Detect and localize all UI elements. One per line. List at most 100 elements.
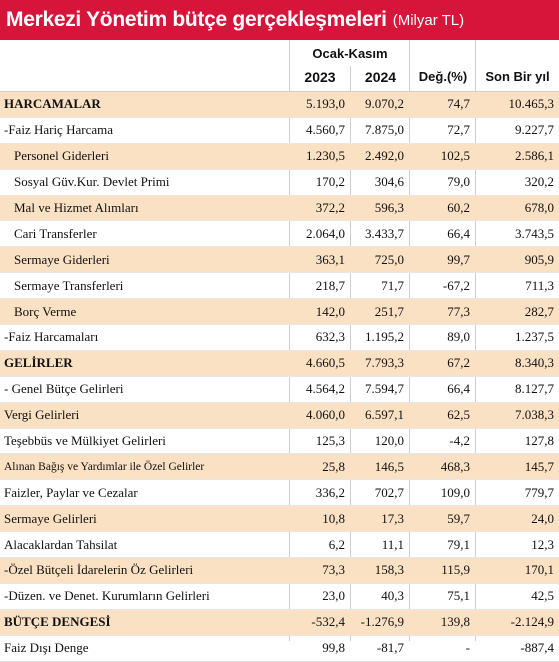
value-2023: 142,0 bbox=[290, 298, 350, 326]
budget-table: HARCAMALAR 5.193,0 9.070,2 74,7 10.465,3 -Fai… bbox=[0, 92, 559, 662]
value-2023: 10,8 bbox=[290, 505, 350, 533]
table-row: Alınan Bağış ve Yardımlar ile Özel Gelir… bbox=[0, 453, 559, 481]
row-label: -Faiz Harcamaları bbox=[0, 324, 290, 351]
value-2023: 23,0 bbox=[290, 583, 350, 610]
row-label: Sermaye Gelirleri bbox=[0, 505, 290, 533]
value-change: 75,1 bbox=[409, 583, 475, 610]
value-2023: 4.660,5 bbox=[290, 350, 350, 377]
value-change: 139,8 bbox=[409, 609, 475, 636]
value-last-year: 170,1 bbox=[475, 557, 559, 584]
row-label: Sermaye Giderleri bbox=[0, 246, 290, 274]
value-2024: 1.195,2 bbox=[350, 324, 409, 351]
table-row: HARCAMALAR 5.193,0 9.070,2 74,7 10.465,3 bbox=[0, 92, 559, 118]
value-2024: 7.594,7 bbox=[350, 376, 409, 403]
table-row: -Özel Bütçeli İdarelerin Öz Gelirleri 73,… bbox=[0, 557, 559, 584]
table-row: -Faiz Harcamaları 632,3 1.195,2 89,0 1.237,5 bbox=[0, 324, 559, 351]
value-last-year: 678,0 bbox=[475, 195, 559, 222]
value-2023: 4.060,0 bbox=[290, 402, 350, 429]
table-row: Borç Verme 142,0 251,7 77,3 282,7 bbox=[0, 298, 559, 326]
row-label: -Özel Bütçeli İdarelerin Öz Gelirleri bbox=[0, 557, 290, 584]
value-change: 62,5 bbox=[409, 402, 475, 429]
header-divider bbox=[0, 91, 559, 92]
value-2024: 146,5 bbox=[350, 453, 409, 481]
value-2024: -81,7 bbox=[350, 635, 409, 662]
value-2023: 632,3 bbox=[290, 324, 350, 351]
value-change: 74,7 bbox=[409, 92, 475, 118]
value-last-year: 8.340,3 bbox=[475, 350, 559, 377]
value-last-year: 145,7 bbox=[475, 453, 559, 481]
row-label: Faizler, Paylar ve Cezalar bbox=[0, 479, 290, 507]
value-2024: 304,6 bbox=[350, 169, 409, 196]
value-2024: 17,3 bbox=[350, 505, 409, 533]
row-label: Alacaklardan Tahsilat bbox=[0, 531, 290, 559]
table-row: -Faiz Hariç Harcama 4.560,7 7.875,0 72,7 9.2… bbox=[0, 117, 559, 144]
budget-table-body: HARCAMALAR 5.193,0 9.070,2 74,7 10.465,3 -Fai… bbox=[0, 92, 559, 662]
value-2024: 7.875,0 bbox=[350, 117, 409, 144]
row-label: BÜTÇE DENGESİ bbox=[0, 609, 290, 636]
value-2023: 4.564,2 bbox=[290, 376, 350, 403]
row-label: Teşebbüs ve Mülkiyet Gelirleri bbox=[0, 428, 290, 455]
row-label: GELİRLER bbox=[0, 350, 290, 377]
value-last-year: 905,9 bbox=[475, 246, 559, 274]
row-label: Personel Giderleri bbox=[0, 143, 290, 170]
value-2023: 363,1 bbox=[290, 246, 350, 274]
row-label: Mal ve Hizmet Alımları bbox=[0, 195, 290, 222]
value-change: -67,2 bbox=[409, 272, 475, 300]
value-last-year: 3.743,5 bbox=[475, 220, 559, 248]
value-change: 59,7 bbox=[409, 505, 475, 533]
value-last-year: 127,8 bbox=[475, 428, 559, 455]
value-2023: 1.230,5 bbox=[290, 143, 350, 170]
value-change: 66,4 bbox=[409, 376, 475, 403]
unit-label: (Milyar TL) bbox=[392, 11, 465, 29]
value-last-year: 42,5 bbox=[475, 583, 559, 610]
value-last-year: 7.038,3 bbox=[475, 402, 559, 429]
value-2023: 170,2 bbox=[290, 169, 350, 196]
value-2023: 4.560,7 bbox=[290, 117, 350, 144]
value-last-year: 2.586,1 bbox=[475, 143, 559, 170]
value-change: 99,7 bbox=[409, 246, 475, 274]
table-row: Cari Transferler 2.064,0 3.433,7 66,4 3.743,… bbox=[0, 220, 559, 248]
column-header-2023: 2023 bbox=[304, 69, 336, 85]
value-2024: 3.433,7 bbox=[350, 220, 409, 248]
value-last-year: 779,7 bbox=[475, 479, 559, 507]
row-label: -Faiz Hariç Harcama bbox=[0, 117, 290, 144]
value-2023: 6,2 bbox=[290, 531, 350, 559]
value-change: -4,2 bbox=[409, 428, 475, 455]
value-last-year: 12,3 bbox=[475, 531, 559, 559]
value-2024: 2.492,0 bbox=[350, 143, 409, 170]
value-last-year: 24,0 bbox=[475, 505, 559, 533]
table-row: Alacaklardan Tahsilat 6,2 11,1 79,1 12,3 bbox=[0, 531, 559, 559]
value-change: 66,4 bbox=[409, 220, 475, 248]
column-header-last-year: Son Bir yıl bbox=[485, 69, 550, 84]
table-row: Faiz Dışı Denge 99,8 -81,7- -887,4 bbox=[0, 635, 559, 662]
row-label: - Genel Bütçe Gelirleri bbox=[0, 376, 290, 403]
page-title: Merkezi Yönetim bütçe gerçekleşmeleri bbox=[6, 8, 387, 31]
value-2024: 9.070,2 bbox=[350, 92, 409, 118]
row-label: Sermaye Transferleri bbox=[0, 272, 290, 300]
row-label: Faiz Dışı Denge bbox=[0, 635, 290, 662]
value-2023: 336,2 bbox=[290, 479, 350, 507]
value-2024: -1.276,9 bbox=[350, 609, 409, 636]
value-change: 468,3 bbox=[409, 453, 475, 481]
value-2024: 702,7 bbox=[350, 479, 409, 507]
table-row: Sermaye Transferleri 218,7 71,7 -67,2 711,3 bbox=[0, 272, 559, 300]
column-header-2024: 2024 bbox=[364, 69, 397, 85]
row-label: Cari Transferler bbox=[0, 220, 290, 248]
value-2023: 5.193,0 bbox=[290, 92, 350, 118]
value-change: - bbox=[409, 635, 475, 662]
value-change: 72,7 bbox=[409, 117, 475, 144]
value-2023: 372,2 bbox=[290, 195, 350, 222]
value-last-year: 320,2 bbox=[475, 169, 559, 196]
column-header-change: Değ.(%) bbox=[418, 69, 468, 84]
value-2024: 11,1 bbox=[350, 531, 409, 559]
table-row: Sermaye Giderleri 363,1 725,0 99,7 905,9 bbox=[0, 246, 559, 274]
value-change: 67,2 bbox=[409, 350, 475, 377]
table-row: Teşebbüs ve Mülkiyet Gelirleri 125,3 120,0… bbox=[0, 428, 559, 455]
value-last-year: 282,7 bbox=[475, 298, 559, 326]
table-row: Vergi Gelirleri 4.060,0 6.597,1 62,5 7.038,3 bbox=[0, 402, 559, 429]
row-label: Alınan Bağış ve Yardımlar ile Özel Gelir… bbox=[0, 453, 290, 481]
value-last-year: 1.237,5 bbox=[475, 324, 559, 351]
table-row: - Genel Bütçe Gelirleri 4.564,2 7.594,7 66,… bbox=[0, 376, 559, 403]
value-change: 79,1 bbox=[409, 531, 475, 559]
value-2024: 120,0 bbox=[350, 428, 409, 455]
